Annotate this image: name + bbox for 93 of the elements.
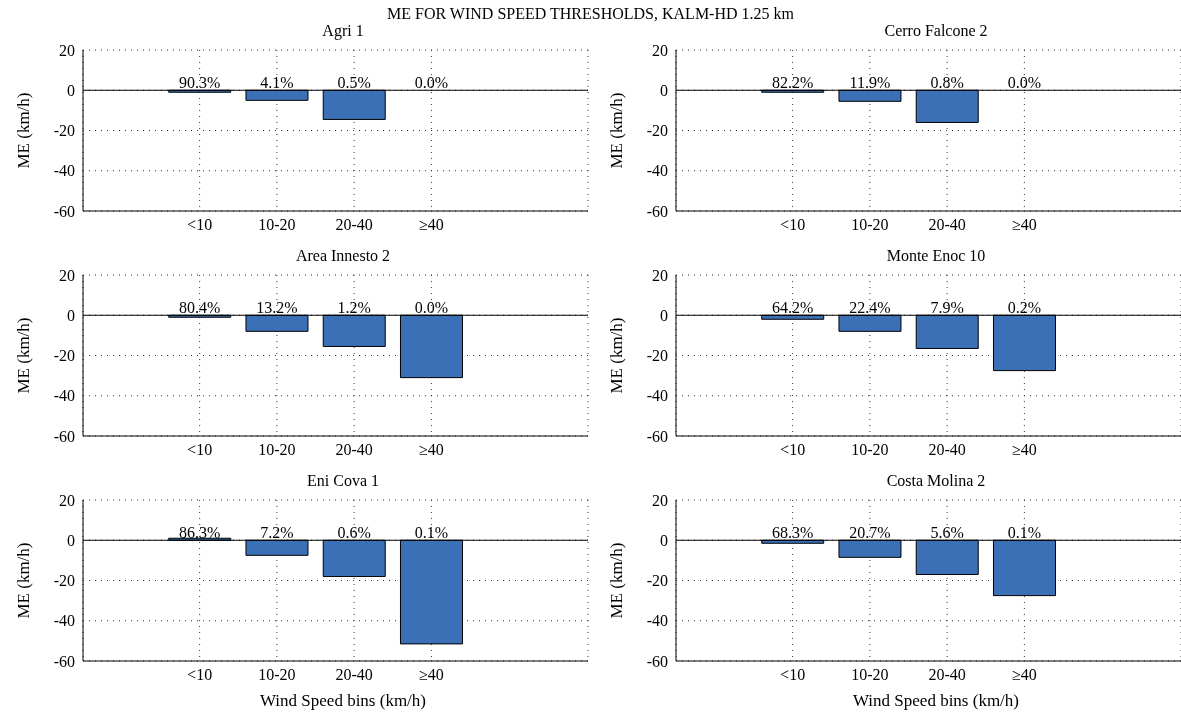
- x-tick-label: <10: [187, 441, 213, 459]
- y-axis-title: ME (km/h): [14, 542, 34, 619]
- x-tick-label: 10-20: [851, 666, 889, 684]
- y-tick-label: -20: [53, 122, 75, 140]
- y-tick-label: -40: [646, 162, 668, 180]
- annotation: 0.0%: [414, 74, 449, 92]
- x-tick-label: ≥40: [418, 216, 444, 234]
- x-tick-label: ≥40: [1011, 441, 1037, 459]
- y-tick-label: -20: [646, 347, 668, 365]
- annotation: 20.7%: [849, 524, 891, 542]
- chart-title: Cerro Falcone 2: [883, 22, 989, 40]
- y-tick-label: 0: [67, 531, 75, 549]
- annotation: 86.3%: [178, 524, 221, 542]
- chart-title: Eni Cova 1: [306, 472, 380, 490]
- annotation: 68.3%: [771, 524, 814, 542]
- y-axis-title: ME (km/h): [14, 317, 34, 394]
- y-axis-title: ME (km/h): [607, 92, 627, 169]
- annotation: 13.2%: [256, 299, 298, 317]
- x-axis-title: Wind Speed bins (km/h): [852, 691, 1020, 711]
- y-axis-title: ME (km/h): [14, 92, 34, 169]
- y-axis-title: ME (km/h): [607, 317, 627, 394]
- y-tick-label: -40: [53, 387, 75, 405]
- y-tick-label: -60: [53, 202, 75, 220]
- x-tick-label: 10-20: [258, 666, 296, 684]
- y-tick-label: -20: [53, 572, 75, 590]
- x-tick-label: <10: [187, 666, 213, 684]
- x-tick-label: <10: [780, 441, 806, 459]
- annotation: 82.2%: [771, 74, 814, 92]
- x-tick-label: 10-20: [851, 441, 889, 459]
- x-tick-label: 10-20: [258, 441, 296, 459]
- annotation: 0.0%: [414, 299, 449, 317]
- x-tick-label: ≥40: [1011, 666, 1037, 684]
- y-tick-label: 0: [660, 306, 668, 324]
- annotation: 0.1%: [414, 524, 449, 542]
- y-tick-label: -40: [53, 162, 75, 180]
- x-tick-label: ≥40: [418, 441, 444, 459]
- x-tick-label: <10: [780, 216, 806, 234]
- y-tick-label: -40: [646, 387, 668, 405]
- annotation: 11.9%: [849, 74, 891, 92]
- annotation: 7.9%: [930, 299, 964, 317]
- x-tick-label: <10: [187, 216, 213, 234]
- y-tick-label: -60: [53, 652, 75, 670]
- annotation: 0.8%: [930, 74, 964, 92]
- chart-subtitle: Agri 1: [321, 22, 365, 40]
- y-tick-label: -60: [646, 202, 668, 220]
- annotation: 5.6%: [930, 524, 964, 542]
- y-axis-title: ME (km/h): [607, 542, 627, 619]
- x-axis-title: Wind Speed bins (km/h): [259, 691, 427, 711]
- y-tick-label: -20: [646, 122, 668, 140]
- x-tick-label: 10-20: [258, 216, 296, 234]
- annotation: 0.2%: [1007, 299, 1042, 317]
- y-tick-label: 0: [67, 81, 75, 99]
- y-tick-label: -40: [646, 612, 668, 630]
- annotation: 22.4%: [849, 299, 891, 317]
- annotation: 64.2%: [771, 299, 814, 317]
- x-tick-label: 10-20: [851, 216, 889, 234]
- x-tick-label: 20-40: [335, 441, 373, 459]
- y-tick-label: 20: [652, 41, 668, 59]
- annotation: 4.1%: [260, 74, 294, 92]
- annotation: 0.6%: [337, 524, 371, 542]
- x-tick-label: <10: [780, 666, 806, 684]
- y-tick-label: 0: [67, 306, 75, 324]
- x-tick-label: 20-40: [928, 441, 966, 459]
- chart-title: Costa Molina 2: [885, 472, 987, 490]
- x-tick-label: 20-40: [928, 666, 966, 684]
- y-tick-label: 0: [660, 531, 668, 549]
- chart-title: Area Innesto 2: [294, 247, 392, 265]
- y-tick-label: 20: [59, 41, 75, 59]
- annotation: 80.4%: [178, 299, 221, 317]
- y-tick-label: 0: [660, 81, 668, 99]
- annotation: 0.0%: [1007, 74, 1042, 92]
- x-tick-label: ≥40: [1011, 216, 1037, 234]
- y-tick-label: 20: [59, 491, 75, 509]
- annotation: 1.2%: [337, 299, 371, 317]
- y-tick-label: -40: [53, 612, 75, 630]
- y-tick-label: -20: [646, 572, 668, 590]
- x-tick-label: 20-40: [335, 216, 373, 234]
- y-tick-label: 20: [652, 266, 668, 284]
- x-tick-label: 20-40: [335, 666, 373, 684]
- y-tick-label: 20: [652, 491, 668, 509]
- x-tick-label: ≥40: [418, 666, 444, 684]
- y-tick-label: -60: [646, 427, 668, 445]
- x-tick-label: 20-40: [928, 216, 966, 234]
- annotation: 0.5%: [337, 74, 371, 92]
- chart-title: Monte Enoc 10: [885, 247, 987, 265]
- annotation: 0.1%: [1007, 524, 1042, 542]
- annotation: 7.2%: [260, 524, 294, 542]
- text: ME FOR WIND SPEED THRESHOLDS, KALM-HD 1.25 km: [387, 5, 794, 22]
- annotation: 90.3%: [178, 74, 221, 92]
- y-tick-label: -60: [646, 652, 668, 670]
- y-tick-label: -20: [53, 347, 75, 365]
- y-tick-label: -60: [53, 427, 75, 445]
- y-tick-label: 20: [59, 266, 75, 284]
